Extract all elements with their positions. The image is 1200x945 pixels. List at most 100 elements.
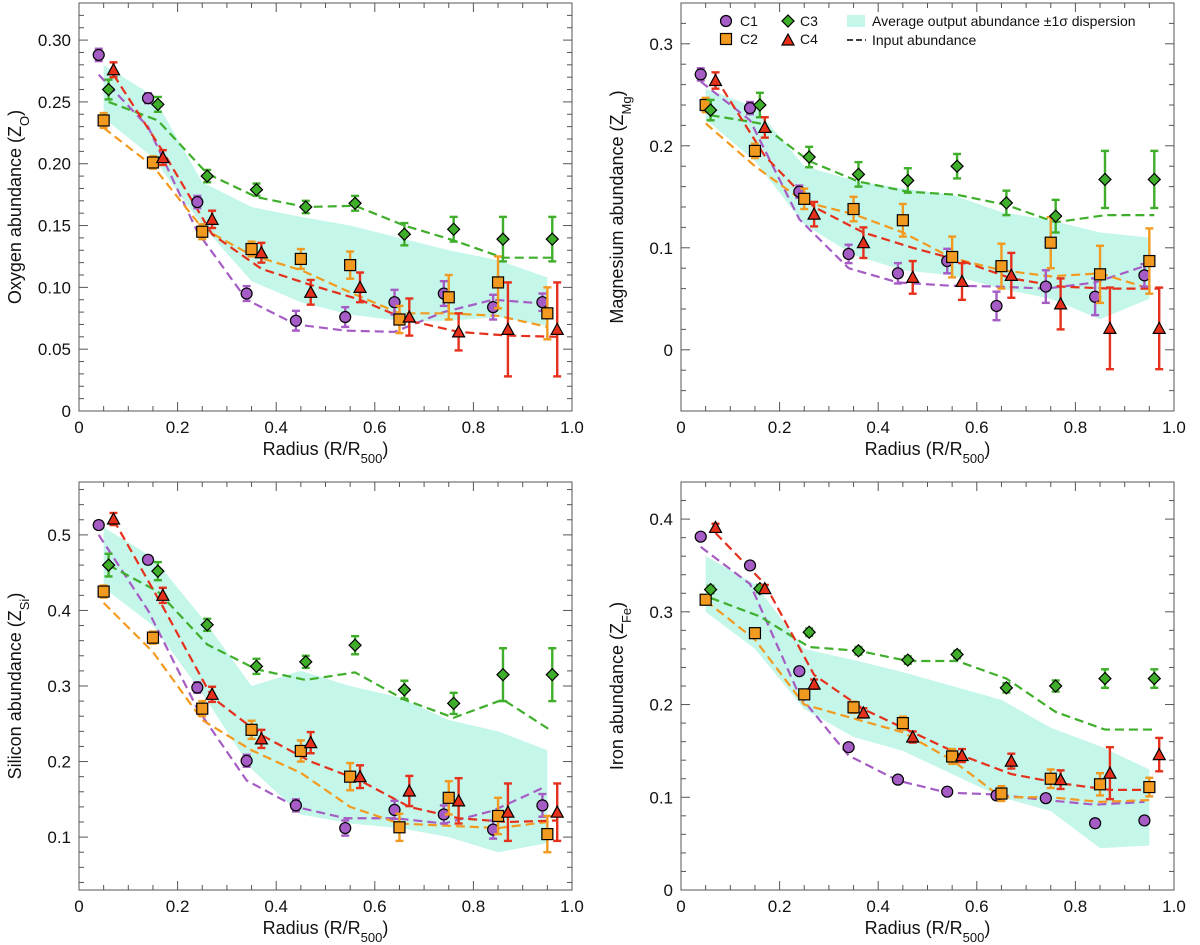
plot-area — [92, 47, 565, 378]
data-point-c3 — [151, 97, 165, 112]
data-point-c4 — [1152, 747, 1167, 761]
y-axis-label-sub: Fe — [619, 608, 634, 623]
y-axis-label-close: ) — [5, 110, 25, 116]
data-point-c3 — [1048, 679, 1063, 693]
y-axis-label-main: Silicon abundance (Z — [5, 610, 25, 779]
data-point-c1 — [240, 754, 253, 767]
data-point-c3 — [446, 222, 461, 237]
data-point-c1 — [141, 92, 155, 105]
data-point-c1 — [141, 553, 155, 566]
data-point-c4 — [1004, 753, 1019, 767]
legend-band-label: Average output abundance ±1σ dispersion — [872, 13, 1136, 29]
data-point-c3 — [1098, 172, 1112, 187]
dispersion-band — [103, 527, 548, 853]
data-point-c1 — [191, 195, 204, 209]
input-line-c2 — [704, 122, 1150, 290]
x-axis-label-close: ) — [382, 439, 388, 459]
data-point-c2 — [1044, 772, 1057, 785]
data-point-c4 — [905, 729, 920, 743]
y-axis-label-sub: O — [17, 116, 32, 126]
y-tick-label: 0.2 — [47, 753, 71, 772]
y-tick-label: 0.3 — [47, 677, 71, 696]
legend-c3-label: C3 — [800, 13, 818, 29]
x-axis-label-main: Radius (R/R — [263, 918, 361, 938]
y-axis-label-main: Iron abundance (Z — [607, 623, 627, 770]
y-tick-label: 0.4 — [649, 510, 673, 529]
data-point-c2 — [1143, 254, 1156, 268]
legend-c2-label: C2 — [740, 31, 758, 47]
input-line-c4 — [112, 74, 558, 338]
data-point-c1 — [941, 785, 954, 798]
data-point-c2 — [294, 252, 307, 266]
data-point-c4 — [1102, 321, 1117, 334]
y-tick-label: 0.3 — [649, 35, 673, 54]
x-tick-label: 0.6 — [363, 897, 387, 916]
x-tick-label: 0.4 — [866, 897, 890, 916]
data-point-c4 — [954, 748, 970, 762]
data-point-c4 — [155, 150, 170, 164]
input-line-c3 — [108, 564, 553, 733]
data-point-c3 — [1147, 172, 1162, 187]
data-point-c4 — [205, 687, 220, 700]
data-point-c3 — [851, 643, 866, 658]
data-point-c1 — [891, 773, 905, 786]
data-point-c2 — [946, 250, 959, 264]
data-point-c4 — [954, 274, 970, 288]
data-point-c3 — [851, 167, 866, 182]
data-point-c1 — [842, 741, 855, 754]
x-tick-label: 1.0 — [560, 897, 584, 916]
data-point-c2 — [541, 827, 554, 841]
x-tick-label: 0.6 — [965, 897, 989, 916]
data-point-c4 — [402, 783, 417, 797]
y-tick-label: 0.4 — [47, 601, 71, 620]
y-axis-label-main: Oxygen abundance (Z — [5, 126, 25, 304]
legend-c3-marker — [781, 14, 795, 28]
x-axis-label-sub: 500 — [963, 451, 985, 466]
y-tick-label: 0.25 — [38, 93, 71, 112]
data-point-c2 — [798, 192, 811, 205]
legend-c1-marker — [719, 14, 733, 28]
data-point-c1 — [842, 247, 855, 261]
data-point-c4 — [1004, 268, 1019, 281]
data-point-c3 — [496, 232, 510, 246]
data-point-c2 — [847, 202, 860, 216]
x-tick-label: 0.8 — [1064, 897, 1088, 916]
data-point-c4 — [402, 309, 417, 323]
x-tick-label: 0 — [74, 418, 83, 437]
data-point-c1 — [92, 48, 105, 62]
data-point-c3 — [298, 654, 313, 669]
data-point-c4 — [451, 324, 466, 338]
data-point-c3 — [703, 103, 718, 117]
y-axis-label-sub: Si — [17, 599, 32, 611]
data-point-c3 — [950, 159, 964, 174]
legend-band-swatch — [847, 15, 865, 27]
x-tick-label: 1.0 — [560, 418, 584, 437]
y-tick-label: 0.1 — [649, 239, 673, 258]
data-point-c3 — [753, 98, 767, 112]
x-tick-label: 0 — [676, 897, 685, 916]
data-point-c4 — [254, 731, 269, 745]
data-point-c3 — [900, 173, 915, 188]
x-axis-label-close: ) — [984, 918, 990, 938]
data-point-c4 — [155, 588, 170, 601]
input-line-c3 — [108, 100, 553, 259]
y-tick-label: 0.20 — [38, 155, 71, 174]
data-point-c4 — [856, 235, 871, 249]
data-point-c2 — [344, 770, 357, 783]
x-tick-label: 0 — [74, 897, 83, 916]
data-point-c4 — [1053, 296, 1068, 310]
legend-c2-marker — [719, 32, 733, 46]
data-point-c2 — [97, 114, 110, 127]
data-point-c1 — [289, 799, 303, 812]
data-point-c1 — [240, 287, 253, 300]
data-point-c4 — [1102, 765, 1117, 779]
legend-c1: C1 — [719, 13, 758, 29]
x-tick-label: 1.0 — [1162, 897, 1186, 916]
data-point-c1 — [339, 821, 352, 835]
y-tick-label: 0.1 — [47, 828, 71, 847]
data-point-c3 — [703, 582, 718, 597]
data-point-c2 — [995, 787, 1008, 800]
plot-area — [694, 67, 1167, 371]
legend-c4: C4 — [780, 31, 818, 47]
